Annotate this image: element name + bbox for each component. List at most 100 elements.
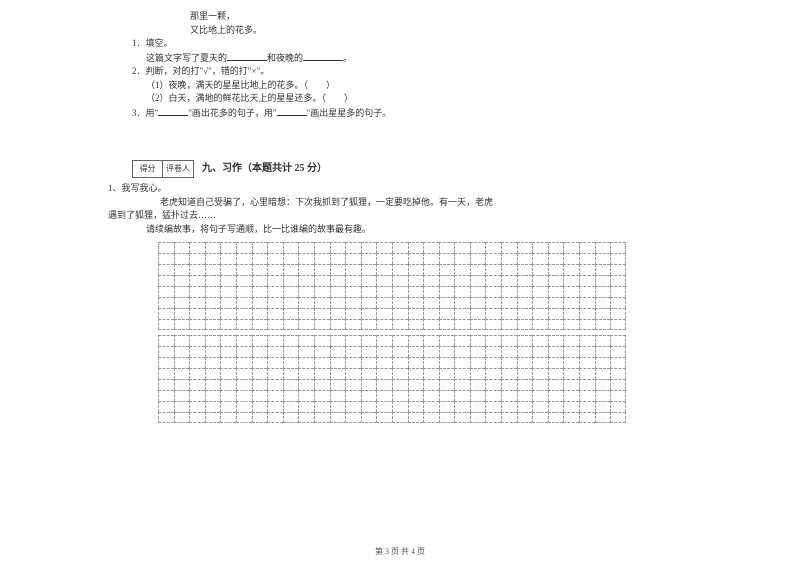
grid-cell[interactable] (330, 275, 346, 286)
grid-cell[interactable] (205, 401, 221, 412)
grid-cell[interactable] (548, 390, 564, 401)
grid-cell[interactable] (423, 357, 439, 368)
grid-cell[interactable] (298, 242, 314, 253)
grid-cell[interactable] (205, 368, 221, 379)
grid-cell[interactable] (408, 242, 424, 253)
grid-cell[interactable] (532, 412, 548, 423)
grid-cell[interactable] (548, 368, 564, 379)
grid-cell[interactable] (501, 335, 517, 346)
grid-cell[interactable] (174, 390, 190, 401)
grid-cell[interactable] (439, 319, 455, 330)
grid-cell[interactable] (330, 335, 346, 346)
grid-cell[interactable] (361, 379, 377, 390)
grid-cell[interactable] (376, 368, 392, 379)
grid-cell[interactable] (579, 275, 595, 286)
grid-cell[interactable] (470, 368, 486, 379)
grid-cell[interactable] (267, 368, 283, 379)
grid-cell[interactable] (454, 319, 470, 330)
grid-cell[interactable] (174, 253, 190, 264)
grid-cell[interactable] (501, 346, 517, 357)
grid-cell[interactable] (408, 275, 424, 286)
grid-cell[interactable] (361, 264, 377, 275)
grid-cell[interactable] (548, 335, 564, 346)
grid-cell[interactable] (610, 379, 626, 390)
grid-cell[interactable] (423, 286, 439, 297)
grid-cell[interactable] (345, 242, 361, 253)
grid-cell[interactable] (189, 335, 205, 346)
grid-cell[interactable] (579, 401, 595, 412)
grid-cell[interactable] (470, 357, 486, 368)
grid-cell[interactable] (330, 368, 346, 379)
grid-cell[interactable] (408, 297, 424, 308)
grid-cell[interactable] (174, 286, 190, 297)
grid-cell[interactable] (205, 319, 221, 330)
grid-cell[interactable] (330, 357, 346, 368)
grid-cell[interactable] (485, 297, 501, 308)
grid-cell[interactable] (298, 346, 314, 357)
grid-cell[interactable] (330, 379, 346, 390)
grid-cell[interactable] (252, 368, 268, 379)
grid-cell[interactable] (205, 335, 221, 346)
grid-cell[interactable] (517, 308, 533, 319)
grid-cell[interactable] (174, 357, 190, 368)
grid-cell[interactable] (361, 286, 377, 297)
grid-cell[interactable] (158, 286, 174, 297)
grid-cell[interactable] (345, 319, 361, 330)
grid-cell[interactable] (252, 242, 268, 253)
grid-cell[interactable] (517, 335, 533, 346)
grid-cell[interactable] (252, 308, 268, 319)
grid-cell[interactable] (236, 368, 252, 379)
grid-cell[interactable] (314, 308, 330, 319)
grid-cell[interactable] (298, 357, 314, 368)
grid-cell[interactable] (314, 368, 330, 379)
grid-cell[interactable] (330, 390, 346, 401)
grid-cell[interactable] (563, 357, 579, 368)
grid-cell[interactable] (485, 253, 501, 264)
grid-cell[interactable] (501, 286, 517, 297)
grid-cell[interactable] (158, 319, 174, 330)
grid-cell[interactable] (330, 253, 346, 264)
grid-cell[interactable] (267, 357, 283, 368)
grid-cell[interactable] (392, 401, 408, 412)
grid-cell[interactable] (454, 368, 470, 379)
grid-cell[interactable] (189, 297, 205, 308)
grid-cell[interactable] (298, 401, 314, 412)
grid-cell[interactable] (220, 357, 236, 368)
grid-cell[interactable] (579, 319, 595, 330)
grid-cell[interactable] (485, 264, 501, 275)
grid-cell[interactable] (283, 379, 299, 390)
grid-cell[interactable] (454, 242, 470, 253)
grid-cell[interactable] (174, 346, 190, 357)
grid-cell[interactable] (252, 264, 268, 275)
grid-cell[interactable] (517, 390, 533, 401)
grid-cell[interactable] (423, 319, 439, 330)
grid-cell[interactable] (485, 286, 501, 297)
grid-cell[interactable] (220, 286, 236, 297)
grid-cell[interactable] (267, 379, 283, 390)
grid-cell[interactable] (548, 242, 564, 253)
grid-cell[interactable] (595, 264, 611, 275)
grid-cell[interactable] (283, 275, 299, 286)
grid-cell[interactable] (298, 379, 314, 390)
grid-cell[interactable] (423, 401, 439, 412)
grid-cell[interactable] (252, 412, 268, 423)
grid-cell[interactable] (220, 379, 236, 390)
grid-cell[interactable] (189, 379, 205, 390)
grid-cell[interactable] (174, 412, 190, 423)
grid-cell[interactable] (236, 319, 252, 330)
grid-cell[interactable] (501, 308, 517, 319)
grid-cell[interactable] (314, 264, 330, 275)
grid-cell[interactable] (314, 242, 330, 253)
grid-cell[interactable] (361, 390, 377, 401)
grid-cell[interactable] (345, 335, 361, 346)
grid-cell[interactable] (283, 401, 299, 412)
grid-cell[interactable] (220, 335, 236, 346)
grid-cell[interactable] (205, 286, 221, 297)
grid-cell[interactable] (236, 297, 252, 308)
grid-cell[interactable] (439, 401, 455, 412)
grid-cell[interactable] (283, 319, 299, 330)
grid-cell[interactable] (376, 412, 392, 423)
grid-cell[interactable] (345, 357, 361, 368)
grid-cell[interactable] (189, 242, 205, 253)
grid-cell[interactable] (267, 308, 283, 319)
